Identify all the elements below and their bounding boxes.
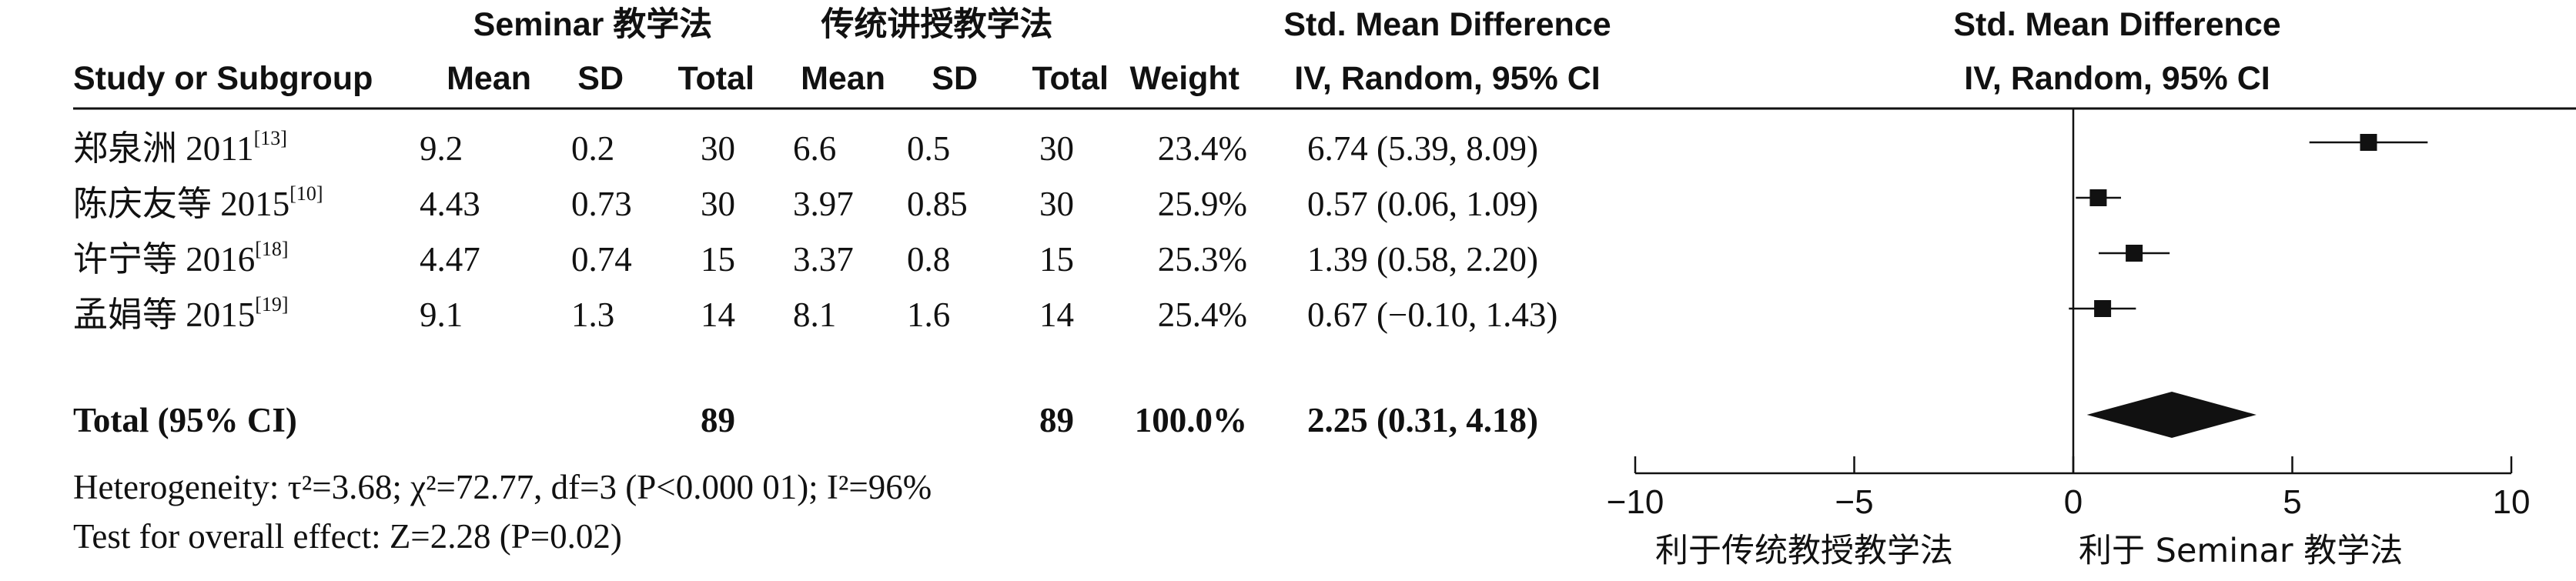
- study-total1: 30: [701, 185, 735, 223]
- study-ci-text: 1.39 (0.58, 2.20): [1307, 240, 1538, 279]
- weight-header: Weight: [1129, 60, 1239, 97]
- study-mean1: 4.47: [420, 240, 480, 279]
- study-weight: 23.4%: [1157, 129, 1247, 168]
- x-tick-label: 10: [2493, 483, 2531, 521]
- study-mean2: 6.6: [793, 129, 837, 168]
- group1-header: Seminar 教学法: [473, 6, 713, 43]
- total-ci: 2.25 (0.31, 4.18): [1307, 401, 1538, 439]
- group2-header: 传统讲授教学法: [821, 6, 1053, 43]
- study-sd2: 0.85: [907, 185, 968, 223]
- study-name-text: 郑泉洲 2011: [73, 129, 254, 168]
- favours-left-label: 利于传统教授教学法: [1655, 532, 1953, 570]
- effect-method-header: IV, Random, 95% CI: [1294, 60, 1601, 97]
- study-name: 陈庆友等 2015[10]: [73, 182, 323, 224]
- x-tick-label: −5: [1835, 483, 1873, 521]
- study-sd2: 0.8: [907, 240, 951, 279]
- study-total1: 30: [701, 129, 735, 168]
- study-reference: [10]: [289, 182, 323, 205]
- study-name-text: 陈庆友等 2015: [73, 185, 290, 223]
- study-weight: 25.3%: [1157, 240, 1247, 279]
- favours-right-label: 利于 Seminar 教学法: [2079, 532, 2404, 570]
- study-name-text: 孟娟等 2015: [73, 296, 256, 334]
- sd2-header: SD: [932, 60, 978, 97]
- total-weight: 100.0%: [1134, 401, 1247, 439]
- study-mean2: 8.1: [793, 296, 837, 334]
- mean1-header: Mean: [447, 60, 531, 97]
- effect-square: [2094, 300, 2112, 317]
- pooled-diamond: [2086, 392, 2257, 438]
- x-tick-label: 0: [2064, 483, 2083, 521]
- study-reference: [19]: [255, 293, 289, 316]
- study-total2: 15: [1039, 240, 1074, 279]
- effect-square: [2089, 189, 2107, 206]
- total-label: Total (95% CI): [73, 401, 297, 439]
- study-weight: 25.4%: [1157, 296, 1247, 334]
- effect-square: [2360, 134, 2377, 151]
- study-sd1: 0.73: [571, 185, 632, 223]
- total1-value: 89: [701, 401, 735, 439]
- study-name: 孟娟等 2015[19]: [73, 293, 289, 335]
- study-ci-text: 0.57 (0.06, 1.09): [1307, 185, 1538, 223]
- study-mean1: 9.1: [420, 296, 463, 334]
- study-mean1: 9.2: [420, 129, 463, 168]
- study-sd1: 1.3: [571, 296, 615, 334]
- total1-header: Total: [677, 60, 754, 97]
- effect-column-header: Std. Mean Difference: [1283, 6, 1611, 43]
- total2-value: 89: [1039, 401, 1074, 439]
- study-header: Study or Subgroup: [73, 60, 373, 97]
- study-sd1: 0.74: [571, 240, 632, 279]
- study-sd2: 1.6: [907, 296, 951, 334]
- plot-method-header: IV, Random, 95% CI: [1964, 60, 2270, 97]
- study-reference: [18]: [255, 238, 289, 260]
- heterogeneity-text: Heterogeneity: τ²=3.68; χ²=72.77, df=3 (…: [73, 468, 932, 506]
- study-sd1: 0.2: [571, 129, 615, 168]
- study-sd2: 0.5: [907, 129, 951, 168]
- study-total1: 14: [701, 296, 735, 334]
- study-reference: [13]: [253, 127, 287, 149]
- overall-effect-text: Test for overall effect: Z=2.28 (P=0.02): [73, 517, 622, 556]
- study-total2: 14: [1039, 296, 1074, 334]
- x-tick-label: −10: [1607, 483, 1664, 521]
- sd1-header: SD: [577, 60, 624, 97]
- study-mean2: 3.97: [793, 185, 854, 223]
- study-ci-text: 0.67 (−0.10, 1.43): [1307, 296, 1558, 334]
- plot-column-header: Std. Mean Difference: [1953, 6, 2281, 43]
- x-tick-label: 5: [2283, 483, 2301, 521]
- study-total1: 15: [701, 240, 735, 279]
- study-weight: 25.9%: [1157, 185, 1247, 223]
- study-name: 郑泉洲 2011[13]: [73, 127, 287, 169]
- study-name: 许宁等 2016[18]: [73, 238, 289, 279]
- effect-square: [2126, 245, 2143, 262]
- study-ci-text: 6.74 (5.39, 8.09): [1307, 129, 1538, 168]
- study-mean2: 3.37: [793, 240, 854, 279]
- total2-header: Total: [1032, 60, 1109, 97]
- study-mean1: 4.43: [420, 185, 480, 223]
- study-total2: 30: [1039, 129, 1074, 168]
- study-name-text: 许宁等 2016: [73, 240, 256, 279]
- mean2-header: Mean: [801, 60, 885, 97]
- study-total2: 30: [1039, 185, 1074, 223]
